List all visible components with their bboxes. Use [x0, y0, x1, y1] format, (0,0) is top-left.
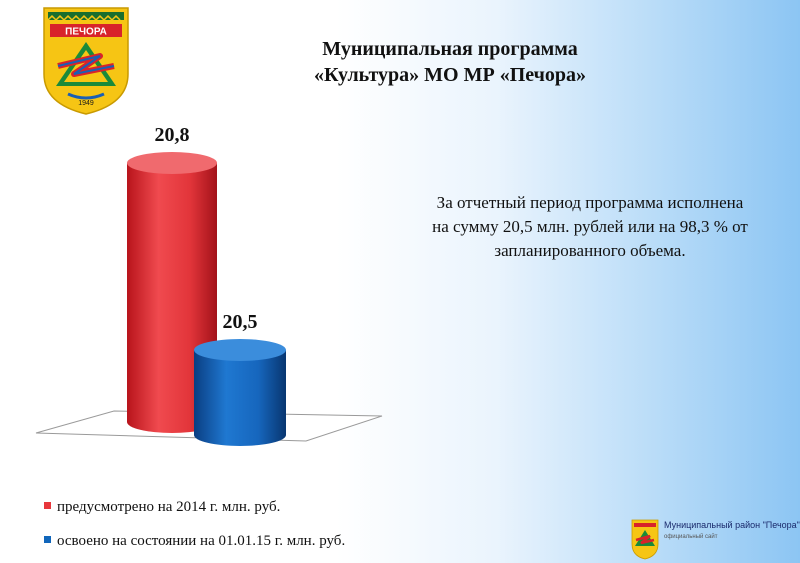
page-title: Муниципальная программа «Культура» МО МР…: [250, 36, 650, 88]
summary-line-1: За отчетный период программа исполнена: [436, 193, 744, 212]
legend-swatch-blue: [44, 536, 51, 543]
legend-label-planned: предусмотрено на 2014 г. млн. руб.: [57, 499, 281, 515]
crest-city-name: ПЕЧОРА: [65, 27, 107, 38]
coat-of-arms-logo: ПЕЧОРА 1949: [40, 4, 132, 116]
data-label-spent: 20,5: [223, 311, 258, 333]
legend-item-spent: освоено на состоянии на 01.01.15 г. млн.…: [44, 533, 345, 550]
title-line-1: Муниципальная программа: [322, 38, 578, 60]
footer-site-subtitle: официальный сайт: [664, 534, 718, 540]
bar-spent: [194, 350, 286, 446]
bar-planned-cap: [127, 152, 217, 174]
summary-text: За отчетный период программа исполнена н…: [380, 191, 800, 263]
title-line-2: «Культура» МО МР «Печора»: [313, 64, 587, 86]
summary-line-2: на сумму 20,5 млн. рублей или на 98,3 % …: [432, 217, 748, 236]
legend-swatch-red: [44, 502, 51, 509]
summary-line-3: запланированного объема.: [494, 241, 686, 260]
legend-item-planned: предусмотрено на 2014 г. млн. руб.: [44, 499, 280, 516]
data-label-planned: 20,8: [155, 124, 190, 146]
footer-site-name: Муниципальный район "Печора": [664, 520, 800, 530]
footer-logo-icon: [631, 519, 659, 560]
crest-year: 1949: [78, 100, 94, 107]
bar-spent-cap: [194, 339, 286, 361]
legend-label-spent: освоено на состоянии на 01.01.15 г. млн.…: [57, 533, 346, 549]
cylinder-bar-chart: 20,8 20,5: [35, 124, 383, 446]
